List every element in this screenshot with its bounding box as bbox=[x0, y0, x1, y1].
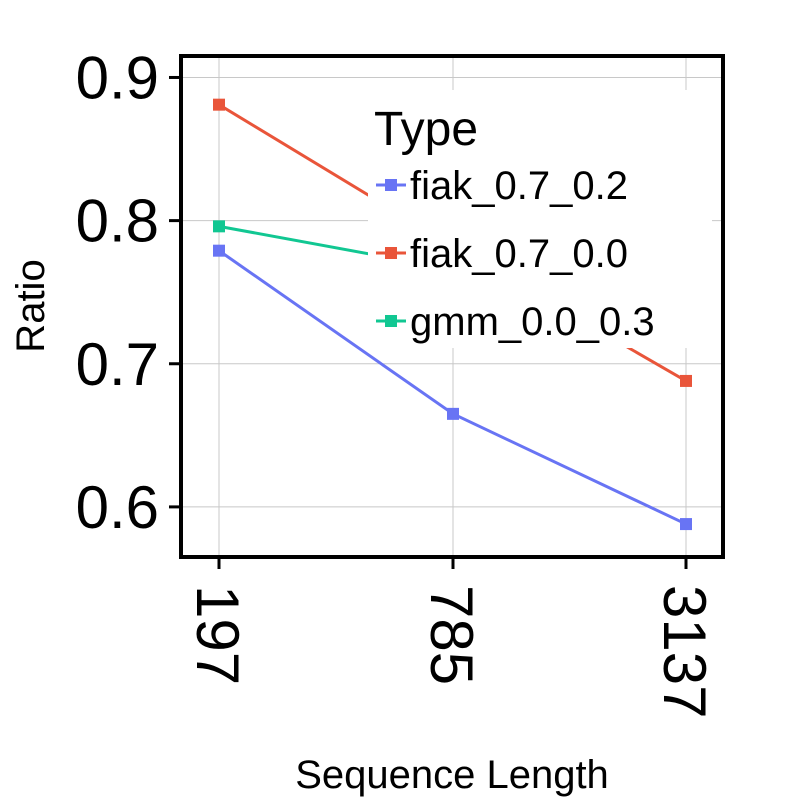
data-point-fiak_0.7_0.2 bbox=[213, 244, 225, 257]
y-axis-title: Ratio bbox=[9, 259, 53, 352]
data-point-fiak_0.7_0.2 bbox=[447, 407, 459, 420]
legend: Type fiak_0.7_0.2 fiak_0.7_0.0 gmm_0.0_0.3 bbox=[368, 90, 712, 348]
x-axis-ticks: 197 785 3137 bbox=[184, 557, 718, 718]
legend-label: fiak_0.7_0.0 bbox=[410, 232, 628, 276]
y-tick-label: 0.6 bbox=[76, 474, 159, 541]
legend-swatch-marker bbox=[385, 247, 397, 259]
x-tick-label: 3137 bbox=[651, 585, 718, 718]
legend-background bbox=[368, 90, 712, 348]
legend-swatch-marker bbox=[385, 179, 397, 191]
x-axis-title: Sequence Length bbox=[295, 753, 609, 797]
legend-swatch-marker bbox=[385, 315, 397, 327]
x-tick-label: 197 bbox=[184, 585, 251, 685]
x-tick-label: 785 bbox=[418, 585, 485, 685]
y-tick-label: 0.8 bbox=[76, 188, 159, 255]
legend-items: fiak_0.7_0.2 fiak_0.7_0.0 gmm_0.0_0.3 bbox=[376, 164, 655, 344]
data-point-fiak_0.7_0.0 bbox=[680, 374, 692, 387]
legend-label: fiak_0.7_0.2 bbox=[410, 164, 628, 208]
y-axis-ticks: 0.6 0.7 0.8 0.9 bbox=[76, 44, 181, 541]
data-point-gmm_0.0_0.3 bbox=[213, 220, 225, 233]
legend-label: gmm_0.0_0.3 bbox=[410, 300, 655, 344]
y-tick-label: 0.9 bbox=[76, 44, 159, 111]
y-tick-label: 0.7 bbox=[76, 331, 159, 398]
legend-title: Type bbox=[374, 103, 478, 156]
data-point-fiak_0.7_0.0 bbox=[213, 98, 225, 111]
data-point-fiak_0.7_0.2 bbox=[680, 518, 692, 531]
